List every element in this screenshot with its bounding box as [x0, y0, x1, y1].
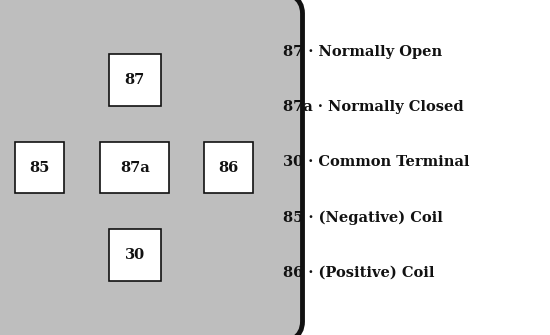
FancyBboxPatch shape [109, 54, 161, 107]
Text: 87 · Normally Open: 87 · Normally Open [283, 45, 442, 59]
Text: 85: 85 [29, 160, 50, 175]
Text: 86 · (Positive) Coil: 86 · (Positive) Coil [283, 266, 434, 280]
Text: 30: 30 [125, 248, 145, 262]
Text: 85 · (Negative) Coil: 85 · (Negative) Coil [283, 211, 443, 225]
Text: 87a: 87a [120, 160, 150, 175]
Text: 30 · Common Terminal: 30 · Common Terminal [283, 155, 470, 170]
FancyBboxPatch shape [204, 141, 253, 194]
Text: 87: 87 [125, 73, 145, 87]
FancyBboxPatch shape [0, 0, 302, 335]
FancyBboxPatch shape [109, 228, 161, 281]
FancyBboxPatch shape [100, 141, 169, 194]
Text: 86: 86 [218, 160, 238, 175]
FancyBboxPatch shape [15, 141, 64, 194]
Text: 87a · Normally Closed: 87a · Normally Closed [283, 100, 464, 114]
